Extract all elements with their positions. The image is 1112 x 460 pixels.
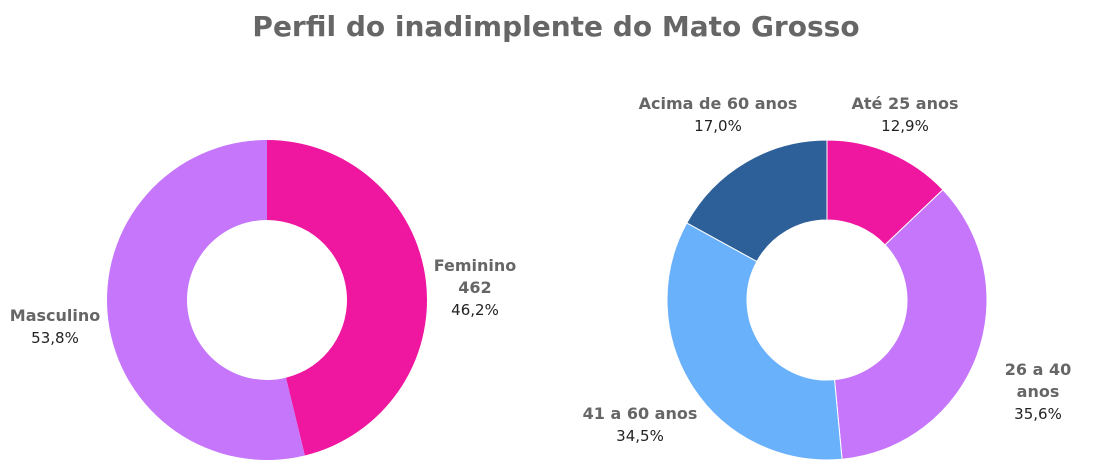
slice-41-a-60-anos xyxy=(666,222,843,460)
slice-feminino xyxy=(267,140,427,456)
label-26-40: 26 a 40 anos 35,6% xyxy=(1004,360,1072,423)
label-ate-25: Até 25 anos 12,9% xyxy=(851,94,959,135)
label-feminino: Feminino 462 46,2% xyxy=(433,256,517,319)
slice-26-a-40-anos xyxy=(833,189,988,460)
slice-masculino xyxy=(107,140,305,460)
label-41-60: 41 a 60 anos 34,5% xyxy=(582,404,698,445)
label-masculino: Masculino 53,8% xyxy=(9,306,101,347)
chart-title: Perfil do inadimplente do Mato Grosso xyxy=(252,10,860,43)
label-acima-60: Acima de 60 anos 17,0% xyxy=(638,94,798,135)
slice-acima-de-60-anos xyxy=(686,139,828,263)
